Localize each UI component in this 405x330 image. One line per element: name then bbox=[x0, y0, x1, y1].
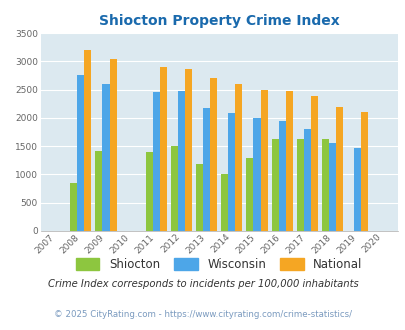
Bar bbox=[152, 92, 160, 231]
Bar bbox=[84, 50, 91, 231]
Bar bbox=[253, 118, 260, 231]
Bar bbox=[310, 96, 317, 231]
Bar bbox=[360, 112, 367, 231]
Bar bbox=[221, 175, 228, 231]
Bar bbox=[278, 121, 285, 231]
Bar bbox=[70, 183, 77, 231]
Bar bbox=[271, 139, 278, 231]
Text: © 2025 CityRating.com - https://www.cityrating.com/crime-statistics/: © 2025 CityRating.com - https://www.city… bbox=[54, 310, 351, 319]
Bar bbox=[95, 151, 102, 231]
Bar bbox=[328, 143, 335, 231]
Bar bbox=[228, 113, 235, 231]
Bar bbox=[171, 146, 177, 231]
Bar bbox=[210, 78, 217, 231]
Bar bbox=[353, 148, 360, 231]
Bar bbox=[303, 129, 310, 231]
Bar bbox=[145, 152, 152, 231]
Legend: Shiocton, Wisconsin, National: Shiocton, Wisconsin, National bbox=[71, 253, 367, 276]
Title: Shiocton Property Crime Index: Shiocton Property Crime Index bbox=[99, 14, 339, 28]
Bar bbox=[160, 67, 166, 231]
Bar bbox=[77, 76, 84, 231]
Bar bbox=[235, 84, 242, 231]
Bar bbox=[285, 91, 292, 231]
Bar bbox=[102, 84, 109, 231]
Text: Crime Index corresponds to incidents per 100,000 inhabitants: Crime Index corresponds to incidents per… bbox=[47, 279, 358, 289]
Bar bbox=[246, 158, 253, 231]
Bar bbox=[321, 139, 328, 231]
Bar bbox=[177, 91, 185, 231]
Bar bbox=[109, 59, 116, 231]
Bar bbox=[296, 139, 303, 231]
Bar bbox=[335, 107, 342, 231]
Bar bbox=[260, 89, 267, 231]
Bar bbox=[196, 164, 202, 231]
Bar bbox=[185, 69, 192, 231]
Bar bbox=[202, 108, 210, 231]
